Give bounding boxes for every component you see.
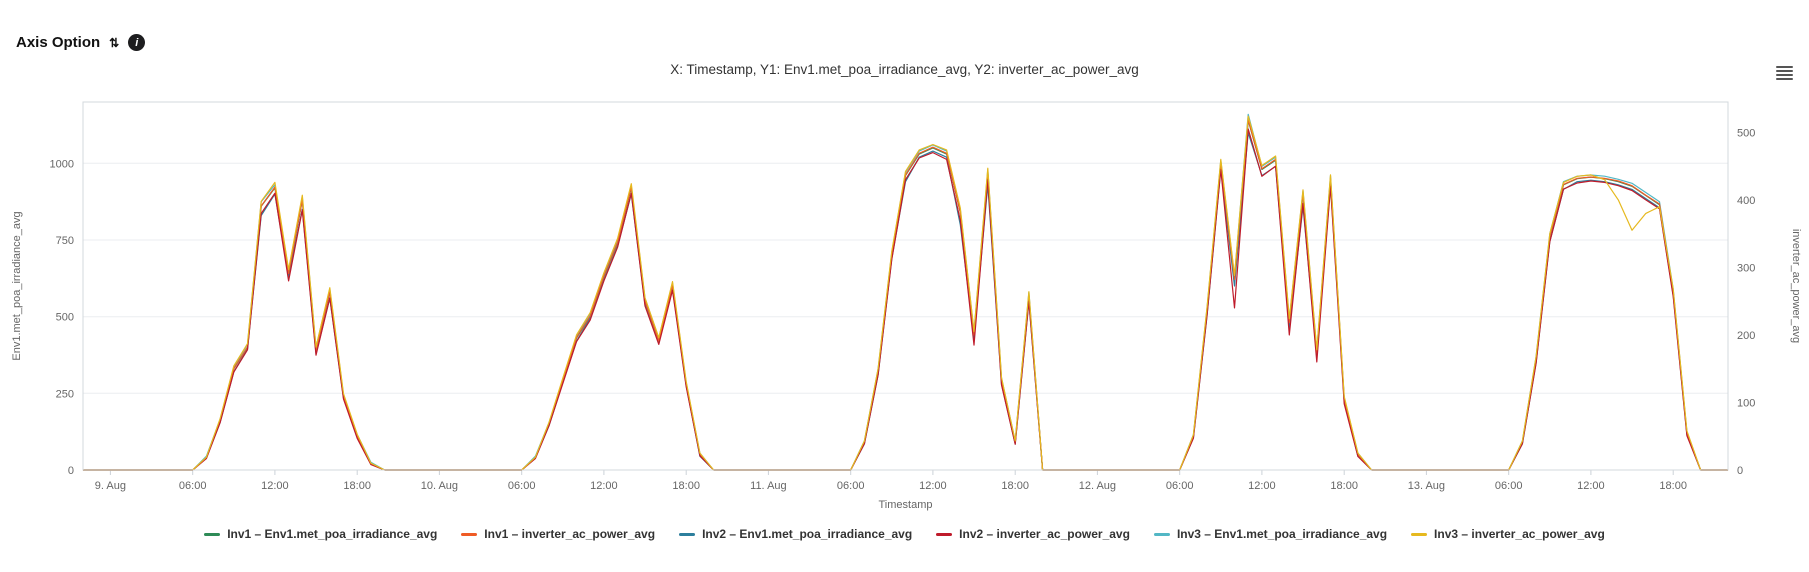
y-axis-left-tick-label: 750 [56, 235, 74, 247]
y-axis-right-tick-label: 100 [1737, 398, 1755, 410]
info-icon[interactable]: i [128, 34, 146, 51]
menu-bar-icon [1776, 74, 1793, 76]
x-axis-tick-label: 18:00 [672, 480, 700, 492]
chart-title: X: Timestamp, Y1: Env1.met_poa_irradianc… [670, 62, 1139, 77]
legend-label: Inv3 – inverter_ac_power_avg [1434, 527, 1605, 541]
x-axis-tick-label: 12:00 [261, 480, 289, 492]
menu-bar-icon [1776, 66, 1793, 68]
y-axis-left-tick-label: 500 [56, 312, 74, 324]
x-axis-tick-label: 06:00 [837, 480, 865, 492]
x-axis-tick-label: 13. Aug [1408, 480, 1445, 492]
sort-arrows-icon[interactable]: ⇅ [109, 35, 120, 50]
plot-border [82, 101, 1729, 471]
legend-swatch [936, 532, 953, 536]
legend-label: Inv1 – Env1.met_poa_irradiance_avg [227, 527, 438, 541]
y-axis-right-tick-label: 500 [1737, 127, 1755, 139]
legend-label: Inv1 – inverter_ac_power_avg [484, 527, 656, 541]
menu-bar-icon [1776, 78, 1793, 80]
y-axis-right-title: inverter_ac_power_avg [1790, 229, 1802, 343]
legend-item[interactable]: Inv3 – inverter_ac_power_avg [1411, 527, 1605, 541]
x-axis-tick-label: 9. Aug [95, 480, 126, 492]
y-axis-left-tick-label: 0 [68, 465, 74, 477]
legend-item[interactable]: Inv1 – inverter_ac_power_avg [461, 527, 655, 541]
legend: Inv1 – Env1.met_poa_irradiance_avg Inv1 –… [0, 527, 1809, 541]
legend-label: Inv2 – Env1.met_poa_irradiance_avg [702, 527, 913, 541]
x-axis-tick-label: 06:00 [1166, 480, 1194, 492]
legend-swatch [1411, 532, 1428, 536]
axis-option-control[interactable]: Axis Option ⇅ i [16, 34, 146, 51]
legend-swatch [1153, 532, 1170, 536]
x-axis-tick-label: 12. Aug [1079, 480, 1116, 492]
x-axis-tick-label: 18:00 [1659, 480, 1687, 492]
y-axis-left-title: Env1.met_poa_irradiance_avg [11, 211, 23, 360]
legend-swatch [679, 532, 696, 536]
chart-menu-button[interactable] [1776, 64, 1793, 82]
series-line [83, 128, 1728, 471]
x-axis-tick-label: 06:00 [1495, 480, 1523, 492]
y-axis-right-tick-label: 300 [1737, 262, 1755, 274]
axis-option-label: Axis Option [16, 34, 101, 51]
legend-item[interactable]: Inv1 – Env1.met_poa_irradiance_avg [204, 527, 437, 541]
legend-item[interactable]: Inv2 – Env1.met_poa_irradiance_avg [679, 527, 912, 541]
x-axis-tick-label: 12:00 [590, 480, 618, 492]
legend-label: Inv2 – inverter_ac_power_avg [959, 527, 1130, 541]
legend-swatch [204, 532, 221, 536]
x-axis-tick-label: 18:00 [343, 480, 371, 492]
legend-label: Inv3 – Env1.met_poa_irradiance_avg [1176, 527, 1388, 541]
x-axis-tick-label: 11. Aug [750, 480, 787, 492]
x-axis-title: Timestamp [879, 499, 933, 511]
legend-item[interactable]: Inv3 – Env1.met_poa_irradiance_avg [1153, 527, 1388, 541]
x-axis-tick-label: 12:00 [919, 480, 947, 492]
y-axis-right-tick-label: 400 [1737, 195, 1755, 207]
x-axis-tick-label: 06:00 [508, 480, 536, 492]
x-axis-tick-label: 06:00 [179, 480, 207, 492]
y-axis-left-tick-label: 1000 [50, 158, 74, 170]
x-axis-tick-label: 18:00 [1001, 480, 1029, 492]
y-axis-right-tick-label: 200 [1737, 330, 1755, 342]
y-axis-left-tick-label: 250 [56, 388, 74, 400]
legend-item[interactable]: Inv2 – inverter_ac_power_avg [936, 527, 1130, 541]
x-axis-tick-label: 10. Aug [421, 480, 458, 492]
x-axis-tick-label: 12:00 [1248, 480, 1276, 492]
chart-svg: 0 250 500 750 1000 0 100 200 300 400 500 9. Aug 06:0… [11, 101, 1802, 511]
x-axis-tick-label: 12:00 [1577, 480, 1605, 492]
legend-swatch [461, 532, 478, 536]
menu-bar-icon [1776, 70, 1793, 72]
x-axis-tick-label: 18:00 [1330, 480, 1358, 492]
y-axis-right-tick-label: 0 [1737, 465, 1743, 477]
